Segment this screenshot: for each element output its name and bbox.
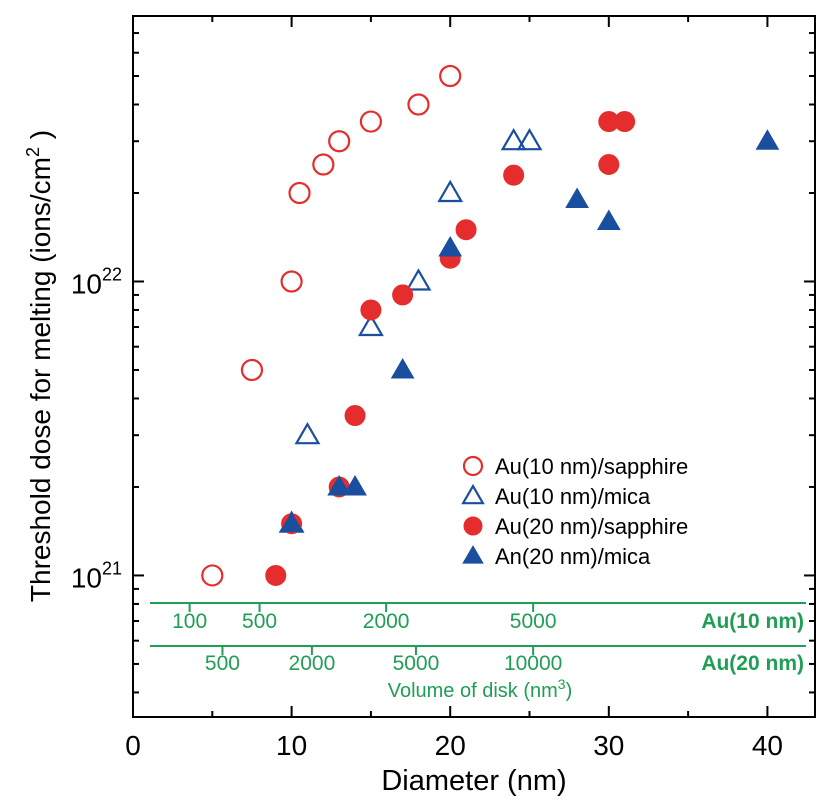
data-point-filled-triangle — [565, 187, 589, 209]
data-point-filled-circle — [598, 154, 620, 176]
y-label-text: Threshold dose for melting (ions/cm — [25, 157, 56, 602]
x-tick-label: 30 — [593, 730, 624, 761]
data-point-filled-triangle — [755, 129, 780, 150]
legend-marker — [462, 455, 484, 477]
data-point-filled-circle — [392, 284, 414, 306]
volume-tick-label: 2000 — [363, 610, 410, 633]
y-tick-label: 1022 — [71, 264, 122, 299]
x-axis: 0 10 20 30 40 Diameter (nm) — [125, 16, 783, 797]
data-point-filled-circle — [360, 299, 382, 321]
legend-marker — [463, 516, 483, 536]
y-tick-exponent: 22 — [102, 264, 122, 284]
data-point-filled-circle — [614, 111, 636, 133]
plot-border — [132, 15, 816, 718]
volume-title-close: ) — [566, 680, 573, 702]
data-point-filled-triangle — [327, 474, 352, 496]
plot-frame — [132, 15, 816, 718]
y-tick-base: 10 — [71, 562, 102, 593]
volume-title-superscript: 3 — [558, 676, 566, 692]
data-points — [201, 64, 780, 587]
volume-tick-label: 100 — [172, 610, 207, 633]
x-tick-label: 20 — [435, 730, 466, 761]
data-point-open-triangle — [294, 421, 321, 445]
legend-label: Au(10 nm)/mica — [495, 484, 651, 509]
data-point-open-circle — [439, 64, 462, 88]
data-point-open-triangle — [516, 128, 543, 151]
volume-axis-title: Volume of disk (nm3) — [388, 676, 573, 702]
data-point-open-circle — [328, 130, 351, 153]
y-label-close: ) — [25, 130, 56, 147]
volume-row-label: Au(10 nm) — [701, 610, 804, 633]
legend-label: Au(10 nm)/sapphire — [495, 454, 688, 479]
legend-marker — [461, 483, 485, 505]
x-tick-label: 40 — [752, 730, 783, 761]
data-point-filled-circle — [265, 564, 287, 586]
volume-title-text: Volume of disk (nm — [388, 680, 558, 702]
volume-tick-label: 500 — [242, 610, 277, 633]
volume-row-label: Au(20 nm) — [701, 652, 804, 675]
legend-label: Au(20 nm)/sapphire — [495, 514, 688, 539]
y-label-superscript: 2 — [23, 147, 43, 157]
data-point-filled-circle — [455, 219, 477, 241]
data-point-open-circle — [312, 153, 335, 176]
y-tick-label: 1021 — [71, 558, 122, 593]
y-tick-base: 10 — [71, 268, 102, 299]
volume-axes: 100 500 2000 5000 Au(10 nm) 500 2000 5000 10000 A… — [150, 602, 806, 702]
legend-marker — [462, 545, 484, 564]
volume-tick-label: 5000 — [393, 652, 440, 675]
y-axis-label: Threshold dose for melting (ions/cm2 ) — [23, 130, 56, 602]
x-tick-label: 10 — [276, 730, 307, 761]
data-point-open-triangle — [405, 268, 432, 291]
legend-label: An(20 nm)/mica — [495, 544, 651, 569]
volume-tick-label: 2000 — [289, 652, 336, 675]
data-point-open-circle — [280, 270, 303, 293]
data-point-open-circle — [288, 181, 311, 205]
legend: Au(10 nm)/sapphire Au(10 nm)/mica Au(20 nm… — [461, 454, 688, 569]
volume-tick-label: 500 — [205, 652, 240, 675]
volume-tick-label: 5000 — [510, 610, 557, 633]
data-point-filled-triangle — [596, 209, 621, 230]
data-point-open-triangle — [357, 313, 384, 337]
y-tick-exponent: 21 — [102, 558, 122, 578]
data-point-open-triangle — [437, 179, 464, 203]
volume-tick-label: 10000 — [504, 652, 562, 675]
data-point-open-circle — [240, 358, 264, 382]
x-axis-label: Diameter (nm) — [381, 765, 566, 797]
x-tick-label: 0 — [125, 730, 141, 761]
data-point-open-circle — [407, 93, 430, 116]
data-point-filled-triangle — [343, 474, 367, 496]
data-point-open-triangle — [500, 128, 527, 151]
data-point-open-circle — [201, 564, 224, 587]
data-point-filled-circle — [503, 164, 525, 186]
data-point-filled-triangle — [390, 357, 415, 379]
data-point-filled-triangle — [438, 235, 463, 257]
data-point-filled-circle — [344, 405, 366, 427]
data-point-open-circle — [359, 110, 383, 133]
data-point-filled-triangle — [279, 511, 304, 533]
